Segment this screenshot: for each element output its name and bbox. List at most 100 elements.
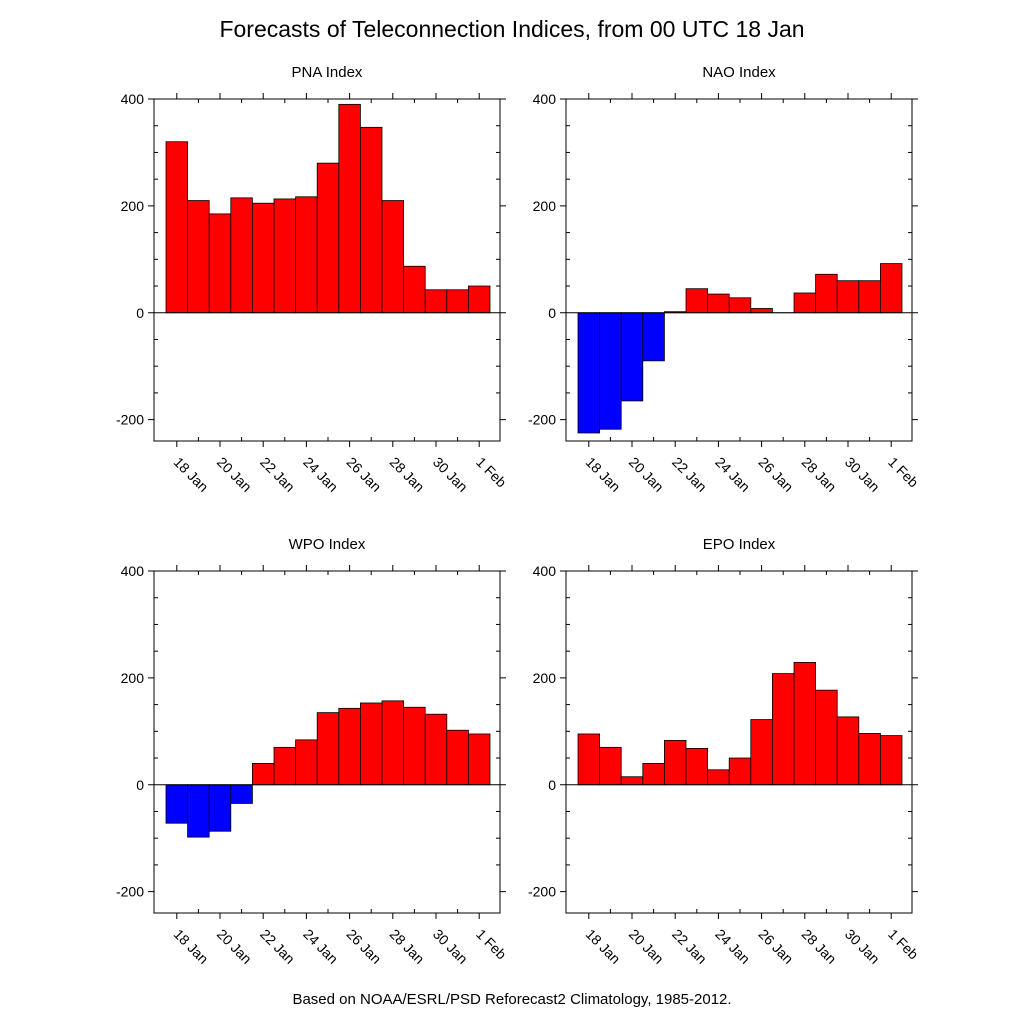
pna-plot-frame xyxy=(153,98,501,442)
epo-bar xyxy=(750,719,773,786)
pna-xtick-label: 24 Jan xyxy=(300,454,341,495)
wpo-ytick-label: 200 xyxy=(121,670,145,686)
wpo-chart: WPO Index 400 200 0 -200 18 Jan 20 Jan 22 Jan 24… xyxy=(116,536,510,967)
pna-bar xyxy=(273,198,297,314)
pna-bar xyxy=(424,289,448,314)
wpo-bar xyxy=(316,712,340,786)
wpo-xtick-label: 20 Jan xyxy=(214,926,255,967)
pna-bar xyxy=(338,103,361,314)
pna-bar xyxy=(230,197,253,314)
wpo-bar xyxy=(295,739,318,786)
nao-xtick-label: 22 Jan xyxy=(669,454,710,495)
pna-xtick-label: 28 Jan xyxy=(387,454,428,495)
pna-chart: PNA Index 400 200 0 -200 18 Jan 20 Jan 22 Jan 24… xyxy=(116,64,510,495)
wpo-xtick-label: 26 Jan xyxy=(343,926,384,967)
nao-bar xyxy=(642,312,665,362)
epo-xtick-label: 1 Feb xyxy=(885,926,922,963)
footnote: Based on NOAA/ESRL/PSD Reforecast2 Clima… xyxy=(292,991,732,1008)
epo-bar xyxy=(880,735,903,786)
pna-bar xyxy=(316,162,340,314)
wpo-ytick-label: 0 xyxy=(136,777,144,793)
nao-chart: NAO Index 400 200 0 -200 18 Jan 20 Jan 22 Jan 24… xyxy=(528,64,922,495)
nao-ytick-label: 0 xyxy=(548,305,556,321)
epo-xtick-label: 20 Jan xyxy=(626,926,667,967)
nao-bar xyxy=(836,280,860,314)
pna-bar xyxy=(467,285,491,314)
pna-bar xyxy=(165,141,189,314)
nao-bar xyxy=(815,273,838,314)
pna-xtick-label: 1 Feb xyxy=(473,454,510,491)
epo-title: EPO Index xyxy=(703,536,776,553)
wpo-bar xyxy=(446,729,469,786)
nao-bar xyxy=(793,292,817,314)
wpo-plot-frame xyxy=(153,570,501,914)
nao-xtick-label: 18 Jan xyxy=(583,454,624,495)
pna-title: PNA Index xyxy=(292,64,363,81)
nao-xtick-label: 24 Jan xyxy=(712,454,753,495)
pna-bar xyxy=(446,289,469,314)
nao-plot-frame xyxy=(565,98,913,442)
epo-bar xyxy=(728,757,752,786)
wpo-xtick-label: 30 Jan xyxy=(430,926,471,967)
epo-chart: EPO Index 400 200 0 -200 18 Jan 20 Jan 22 Jan 24… xyxy=(528,536,922,967)
nao-xtick-label: 1 Feb xyxy=(885,454,922,491)
epo-bar xyxy=(858,733,881,786)
epo-xtick-label: 26 Jan xyxy=(755,926,796,967)
epo-bar xyxy=(793,661,817,786)
wpo-bar xyxy=(338,707,361,786)
nao-title: NAO Index xyxy=(702,64,776,81)
wpo-bar xyxy=(208,784,232,832)
nao-bar xyxy=(707,293,730,314)
pna-bar xyxy=(403,265,426,314)
wpo-bar xyxy=(359,702,383,786)
nao-bar xyxy=(577,312,601,434)
epo-xtick-label: 28 Jan xyxy=(799,926,840,967)
nao-bar xyxy=(685,288,709,314)
epo-xtick-label: 18 Jan xyxy=(583,926,624,967)
epo-ytick-label: 200 xyxy=(533,670,557,686)
wpo-bar xyxy=(424,713,448,786)
pna-ytick-label: 400 xyxy=(121,91,145,107)
wpo-bar xyxy=(187,784,210,838)
figure-title: Forecasts of Teleconnection Indices, fro… xyxy=(219,16,805,42)
epo-bar xyxy=(836,716,860,786)
epo-bar xyxy=(664,740,687,786)
nao-bar xyxy=(858,280,881,314)
epo-xtick-label: 30 Jan xyxy=(842,926,883,967)
wpo-bar xyxy=(467,733,491,786)
epo-bar xyxy=(620,776,644,786)
wpo-xtick-label: 18 Jan xyxy=(171,926,212,967)
nao-ytick-label: 200 xyxy=(533,198,557,214)
pna-bar xyxy=(187,200,210,314)
nao-xtick-label: 20 Jan xyxy=(626,454,667,495)
wpo-bar xyxy=(165,784,189,824)
wpo-bar xyxy=(403,706,426,786)
epo-bar xyxy=(707,769,730,786)
nao-ytick-label: -200 xyxy=(528,412,556,428)
pna-xtick-label: 26 Jan xyxy=(343,454,384,495)
nao-xtick-label: 30 Jan xyxy=(842,454,883,495)
nao-bar xyxy=(728,297,752,314)
wpo-bar xyxy=(251,762,275,786)
pna-bar xyxy=(208,213,232,314)
pna-ytick-label: 0 xyxy=(136,305,144,321)
wpo-xtick-label: 22 Jan xyxy=(257,926,298,967)
epo-bar xyxy=(772,673,795,786)
epo-bar xyxy=(577,733,601,786)
nao-bar xyxy=(599,312,622,430)
wpo-xtick-label: 24 Jan xyxy=(300,926,341,967)
wpo-xtick-label: 1 Feb xyxy=(473,926,510,963)
wpo-title: WPO Index xyxy=(289,536,366,553)
wpo-xtick-label: 28 Jan xyxy=(387,926,428,967)
epo-ytick-label: -200 xyxy=(528,884,556,900)
nao-ytick-label: 400 xyxy=(533,91,557,107)
epo-bar xyxy=(599,746,622,786)
pna-xtick-label: 30 Jan xyxy=(430,454,471,495)
pna-xtick-label: 20 Jan xyxy=(214,454,255,495)
pna-ytick-label: 200 xyxy=(121,198,145,214)
epo-bar xyxy=(685,748,709,786)
pna-bar xyxy=(295,196,318,314)
nao-bar xyxy=(620,312,644,402)
pna-xtick-label: 22 Jan xyxy=(257,454,298,495)
